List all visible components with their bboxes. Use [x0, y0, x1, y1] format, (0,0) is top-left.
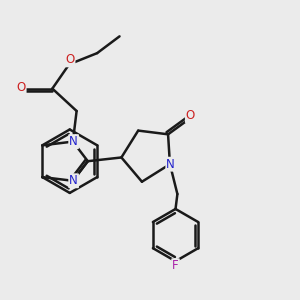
- Text: O: O: [16, 81, 26, 94]
- Text: O: O: [65, 53, 74, 66]
- Text: O: O: [186, 109, 195, 122]
- Text: N: N: [69, 174, 78, 187]
- Text: N: N: [166, 158, 175, 171]
- Text: N: N: [69, 135, 78, 148]
- Text: F: F: [172, 259, 179, 272]
